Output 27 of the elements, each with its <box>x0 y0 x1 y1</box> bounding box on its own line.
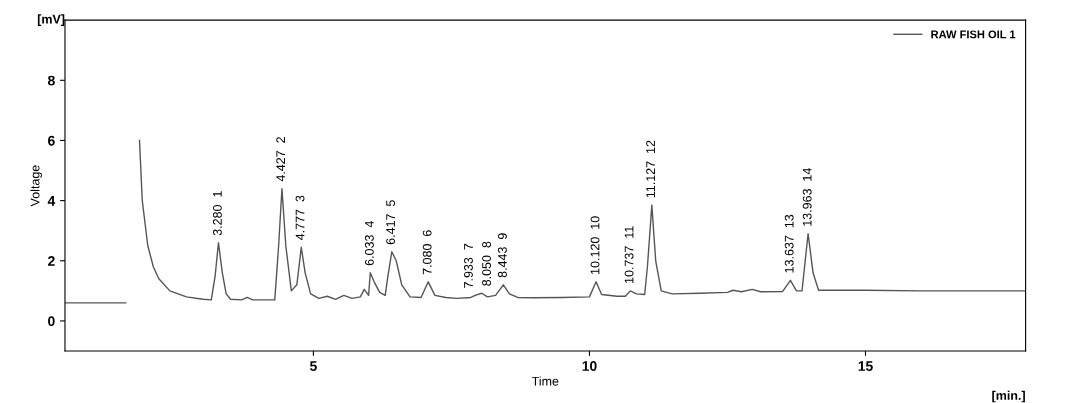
x-tick-label: 10 <box>582 361 597 371</box>
y-tick-label: 0 <box>48 316 55 327</box>
y-tick-label: 8 <box>47 75 55 86</box>
x-tick-label: 15 <box>858 361 873 371</box>
annotation: 6.033 4 <box>364 221 374 266</box>
annotation: 13.963 14 <box>802 168 812 226</box>
annotation: 4.427 2 <box>276 137 286 182</box>
legend-label: RAW FISH OIL 1 <box>931 30 1016 39</box>
annotation: 10.737 11 <box>624 226 634 283</box>
annotation: 4.777 3 <box>295 195 305 241</box>
y-tick-label: 6 <box>48 135 55 146</box>
annotation: 11.127 12 <box>646 140 655 198</box>
text: [min.] <box>992 390 1025 403</box>
annotation: 7.933 7 <box>464 243 473 288</box>
y-tick-label: 2 <box>48 256 55 266</box>
annotation: 8.443 9 <box>498 233 507 278</box>
y-tick-label: 4 <box>47 196 56 206</box>
annotation: 8.050 8 <box>482 241 491 286</box>
x-tick-label: 5 <box>309 361 317 371</box>
annotation: 13.637 13 <box>784 214 794 273</box>
annotation: 3.280 1 <box>212 191 222 236</box>
text: [mV] <box>37 14 65 26</box>
annotation: 10.120 10 <box>590 216 600 274</box>
y-axis-title: Voltage <box>30 165 42 207</box>
x-axis-title: Time <box>531 376 559 386</box>
annotation: 7.080 6 <box>422 230 432 275</box>
annotation: 6.417 5 <box>386 200 395 245</box>
